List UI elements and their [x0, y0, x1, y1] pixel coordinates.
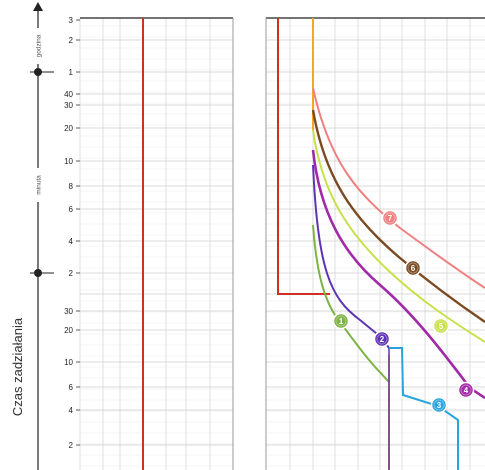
unit-label-minute: minuta — [36, 175, 43, 195]
series-badge-2 — [373, 330, 391, 348]
y-tick-label: 2 — [69, 269, 74, 278]
chart-grid — [79, 17, 485, 470]
series-line-7 — [312, 87, 485, 289]
unit-label-hour: godzina — [36, 34, 43, 57]
series-badge-5 — [432, 317, 450, 335]
y-tick-label: 3 — [69, 16, 74, 25]
y-tick-label: 30 — [64, 101, 73, 110]
y-tick-label: 6 — [69, 383, 74, 392]
series-badge-1 — [332, 312, 350, 330]
y-tick-label: 2 — [69, 441, 74, 450]
series-badge-label: 7 — [388, 214, 393, 223]
series-badges: 1 2 3 4 5 6 7 — [332, 209, 475, 414]
series-badge-label: 6 — [411, 264, 416, 273]
series-line-1 — [312, 224, 390, 383]
series-badge-ring — [335, 315, 347, 327]
y-tick-label: 10 — [64, 358, 73, 367]
series-badge-label: 2 — [380, 335, 385, 344]
red-boundary-line — [277, 18, 330, 295]
y-tick-label: 6 — [69, 205, 74, 214]
y-tick-label: 2 — [69, 36, 74, 45]
series-badge-label: 1 — [339, 317, 344, 326]
y-tick-label: 10 — [64, 157, 73, 166]
series-line-2 — [312, 164, 390, 349]
y-tick-label: 4 — [69, 406, 74, 415]
series-line-5 — [312, 129, 485, 343]
series-badge-4 — [457, 381, 475, 399]
y-tick-label: 30 — [64, 307, 73, 316]
y-tick-label: 20 — [64, 326, 73, 335]
series-badge-ring — [407, 262, 419, 274]
series-badge-label: 3 — [437, 401, 442, 410]
series-badge-ring — [376, 333, 388, 345]
y-axis-title: Czas zadziałania — [10, 317, 25, 416]
series-line-4 — [311, 149, 485, 400]
orange-line — [312, 18, 390, 470]
y-tick-label: 1 — [69, 68, 74, 77]
y-tick-label: 40 — [64, 90, 73, 99]
series-badge-label: 5 — [439, 322, 444, 331]
series-badge-7 — [381, 209, 399, 227]
y-tick-label: 8 — [69, 182, 74, 191]
series-line-6 — [311, 109, 485, 323]
y-axis-arrow — [33, 2, 43, 11]
y-tick-label: 20 — [64, 124, 73, 133]
y-tick-labels: 3 2 1 40 30 20 10 8 6 4 2 30 20 10 6 4 2 — [64, 16, 80, 450]
series-badge-ring — [433, 399, 445, 411]
series-badge-ring — [435, 320, 447, 332]
series-badge-label: 4 — [464, 386, 469, 395]
series-badge-6 — [404, 259, 422, 277]
chart-frame — [80, 17, 485, 470]
series-badge-3 — [430, 396, 448, 414]
series-line-3 — [389, 347, 459, 470]
series-badge-ring — [460, 384, 472, 396]
y-tick-label: 4 — [69, 237, 74, 246]
series-badge-ring — [384, 212, 396, 224]
